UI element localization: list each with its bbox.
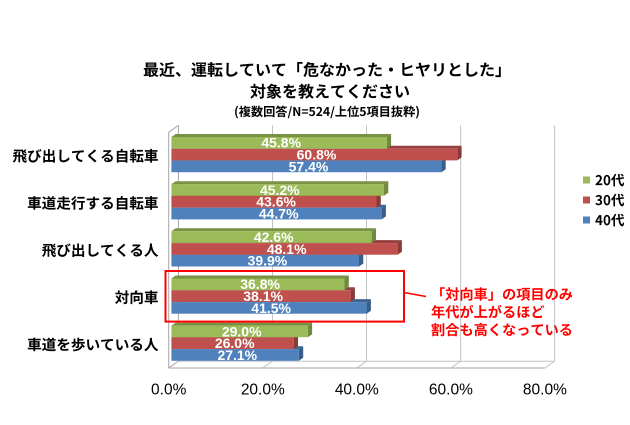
svg-text:27.1%: 27.1% xyxy=(217,347,257,363)
svg-text:26.0%: 26.0% xyxy=(215,335,255,351)
svg-text:60.8%: 60.8% xyxy=(297,147,337,163)
svg-text:0.0%: 0.0% xyxy=(151,381,187,398)
svg-text:42.6%: 42.6% xyxy=(254,229,294,245)
svg-text:29.0%: 29.0% xyxy=(222,323,262,339)
svg-text:36.8%: 36.8% xyxy=(240,276,280,292)
svg-text:45.8%: 45.8% xyxy=(261,135,301,151)
svg-text:40.0%: 40.0% xyxy=(335,381,379,398)
svg-text:38.1%: 38.1% xyxy=(243,288,283,304)
svg-text:80.0%: 80.0% xyxy=(523,381,567,398)
svg-text:39.9%: 39.9% xyxy=(248,253,288,269)
svg-text:57.4%: 57.4% xyxy=(289,158,329,174)
svg-text:20.0%: 20.0% xyxy=(241,381,285,398)
svg-text:43.6%: 43.6% xyxy=(256,194,296,210)
svg-text:45.2%: 45.2% xyxy=(260,182,300,198)
svg-text:41.5%: 41.5% xyxy=(251,300,291,316)
svg-text:44.7%: 44.7% xyxy=(259,206,299,222)
svg-text:48.1%: 48.1% xyxy=(267,241,307,257)
svg-text:60.0%: 60.0% xyxy=(429,381,473,398)
